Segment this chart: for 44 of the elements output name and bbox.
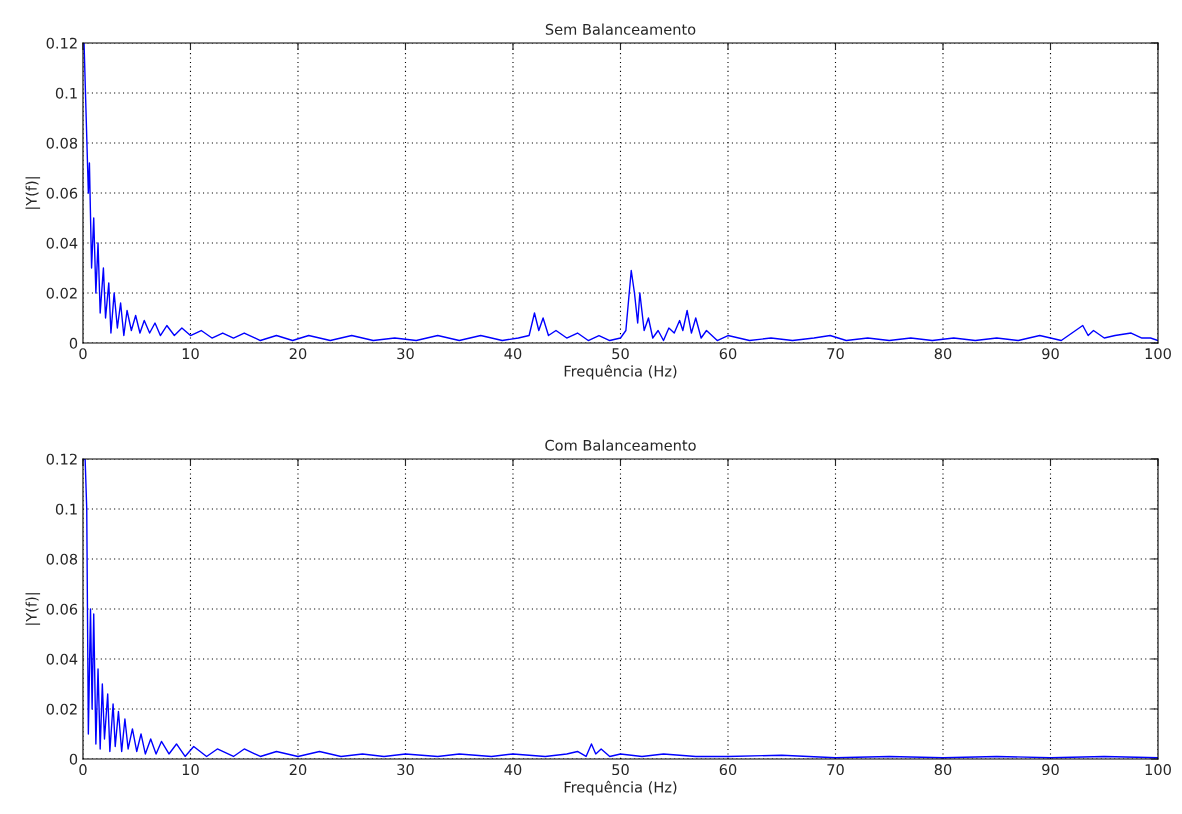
- x-tick-label: 60: [719, 764, 737, 776]
- y-tick-label: 0: [69, 753, 78, 765]
- x-tick-label: 10: [182, 348, 199, 360]
- x-tick-label: 70: [827, 764, 844, 776]
- y-tick-label: 0.08: [46, 137, 78, 149]
- y-tick-label: 0.12: [46, 37, 77, 49]
- y-tick-label: 0.12: [46, 453, 77, 465]
- x-tick-label: 60: [719, 348, 737, 360]
- x-tick-label: 40: [504, 348, 522, 360]
- y-axis-title: |Y(f)|: [25, 177, 41, 209]
- x-tick-label: 50: [612, 764, 629, 776]
- y-tick-label: 0.1: [55, 87, 77, 99]
- x-tick-label: 0: [79, 764, 87, 776]
- x-tick-label: 20: [289, 764, 307, 776]
- x-tick-label: 10: [182, 764, 199, 776]
- y-tick-label: 0.02: [46, 703, 77, 715]
- x-tick-label: 50: [612, 348, 629, 360]
- x-tick-label: 70: [827, 348, 844, 360]
- x-tick-label: 20: [289, 348, 307, 360]
- y-tick-label: 0.06: [46, 603, 78, 615]
- x-tick-label: 100: [1145, 764, 1171, 776]
- line-series: [82, 458, 1159, 759]
- y-tick-label: 0.1: [55, 503, 77, 515]
- y-tick-label: 0.08: [46, 553, 78, 565]
- x-tick-label: 100: [1145, 348, 1171, 360]
- line-series: [82, 42, 1159, 342]
- y-tick-label: 0.02: [46, 287, 77, 299]
- y-tick-label: 0: [69, 337, 78, 349]
- x-tick-label: 80: [934, 348, 952, 360]
- x-tick-label: 0: [79, 348, 87, 360]
- x-axis-title: Frequência (Hz): [564, 364, 677, 380]
- y-axis-title: |Y(f)|: [25, 593, 41, 625]
- x-axis-title: Frequência (Hz): [564, 780, 677, 796]
- x-tick-label: 80: [934, 764, 952, 776]
- x-tick-label: 30: [397, 348, 414, 360]
- x-tick-label: 90: [1042, 764, 1059, 776]
- y-tick-label: 0.06: [46, 187, 78, 199]
- y-tick-label: 0.04: [46, 237, 78, 249]
- x-tick-label: 30: [397, 764, 414, 776]
- chart-title: Sem Balanceamento: [545, 23, 696, 35]
- x-tick-label: 90: [1042, 348, 1059, 360]
- x-tick-label: 40: [504, 764, 522, 776]
- chart-title: Com Balanceamento: [545, 439, 696, 451]
- y-tick-label: 0.04: [46, 653, 78, 665]
